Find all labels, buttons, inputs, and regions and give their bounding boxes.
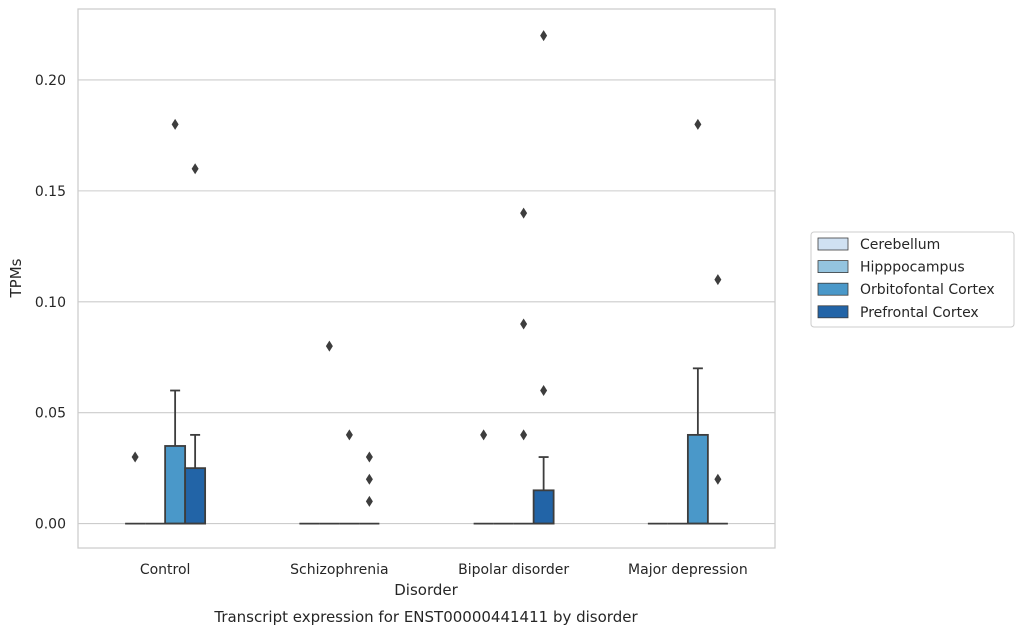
box-4-4 [707, 274, 728, 525]
plot-marks [125, 30, 728, 525]
outlier-point [540, 385, 548, 397]
box-iqr [184, 467, 207, 525]
box-3-3 [513, 207, 534, 525]
legend-entry: Hipppocampus [860, 260, 965, 276]
x-tick-label: Control [140, 562, 191, 578]
x-axis-title: Disorder [394, 581, 458, 599]
x-axis-ticks: Control Schizophrenia Bipolar disorder Majo… [140, 562, 748, 578]
outlier-point [694, 118, 702, 130]
box-4-1 [184, 163, 207, 525]
legend-frame [810, 231, 1015, 328]
box-1-3 [473, 429, 494, 525]
y-axis-title: TPMs [7, 258, 25, 298]
outlier-point [191, 163, 199, 175]
outlier-point [171, 118, 179, 130]
box-3-1 [164, 118, 187, 525]
box-4-3 [532, 30, 555, 525]
box-3-4 [686, 118, 709, 525]
y-tick-label: 0.00 [35, 517, 66, 533]
outlier-point [365, 451, 373, 463]
outlier-point [131, 451, 139, 463]
plot-frame [77, 8, 776, 549]
y-tick-label: 0.10 [35, 295, 66, 311]
outlier-point [520, 318, 528, 330]
legend-entry: Orbitofontal Cortex [860, 282, 995, 298]
box-1-1 [125, 451, 146, 525]
legend-swatch [817, 282, 849, 296]
outlier-point [714, 473, 722, 485]
y-tick-label: 0.05 [35, 406, 66, 422]
chart-caption: Transcript expression for ENST0000044141… [213, 608, 638, 626]
y-tick-label: 0.15 [35, 184, 66, 200]
outlier-point [325, 340, 333, 352]
outlier-point [365, 473, 373, 485]
y-axis-ticks: 0.00 0.05 0.10 0.15 0.20 [35, 73, 66, 533]
box-4-2 [359, 451, 380, 525]
outlier-point [345, 429, 353, 441]
x-tick-label: Schizophrenia [290, 562, 388, 578]
legend: Cerebellum Hipppocampus Orbitofontal Corte… [810, 231, 1015, 328]
outlier-point [520, 429, 528, 441]
legend-swatch [817, 260, 849, 274]
box-iqr [532, 489, 555, 525]
outlier-point [365, 495, 373, 507]
x-tick-label: Major depression [628, 562, 748, 578]
legend-swatch [817, 305, 849, 319]
box-2-2 [319, 340, 340, 525]
outlier-point [520, 207, 528, 219]
x-tick-label: Bipolar disorder [458, 562, 569, 578]
box-iqr [164, 445, 187, 525]
legend-entry: Cerebellum [860, 237, 940, 253]
outlier-point [480, 429, 488, 441]
legend-swatch [817, 237, 849, 251]
legend-entry: Prefrontal Cortex [860, 305, 979, 321]
outlier-point [540, 30, 548, 42]
box-3-2 [339, 429, 360, 525]
outlier-point [714, 274, 722, 286]
box-iqr [686, 433, 709, 525]
y-tick-label: 0.20 [35, 73, 66, 89]
